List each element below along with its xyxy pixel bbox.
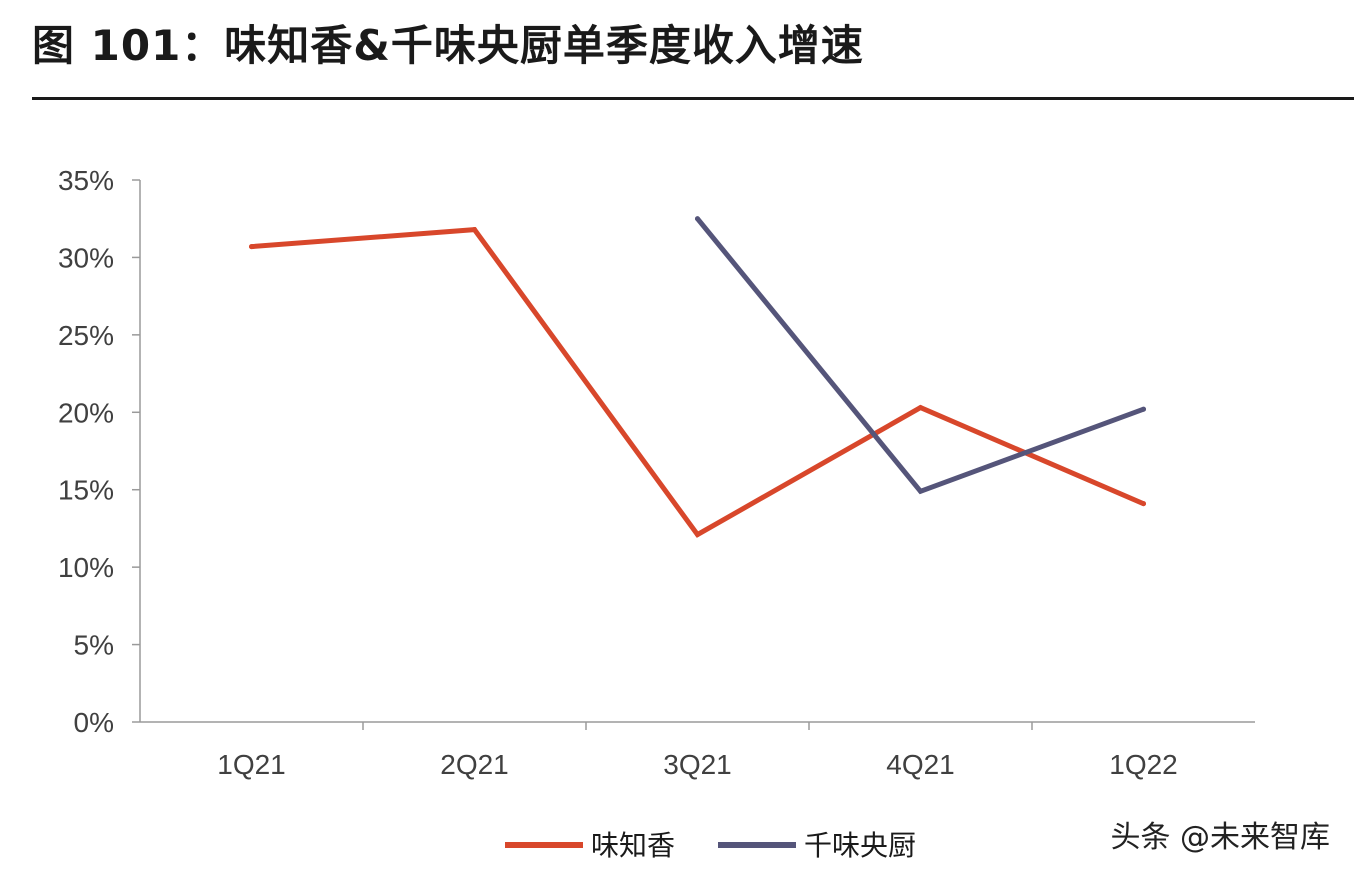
data-point (695, 216, 700, 222)
chart-series (249, 216, 1146, 538)
x-tick-label: 3Q21 (663, 749, 732, 780)
legend-label: 千味央厨 (804, 829, 916, 862)
y-axis-ticks: 0% 5% 10% 15% 20% 25% 30% 35% (58, 165, 140, 738)
series-line-2 (695, 216, 1146, 495)
y-tick-label: 35% (58, 165, 114, 196)
y-tick-label: 20% (58, 397, 114, 428)
y-tick-label: 5% (74, 630, 114, 661)
watermark: 头条 @未来智库 (1110, 820, 1330, 855)
data-point (695, 532, 700, 538)
data-point (1141, 406, 1146, 412)
chart-axes (139, 180, 1255, 723)
y-tick-label: 30% (58, 242, 114, 273)
y-tick-label: 25% (58, 320, 114, 351)
x-tick-label: 1Q22 (1109, 749, 1178, 780)
chart-title: 图 101：味知香&千味央厨单季度收入增速 (32, 21, 864, 70)
data-point (918, 405, 923, 411)
legend-label: 味知香 (591, 829, 675, 862)
x-axis-ticks: 1Q21 2Q21 3Q21 4Q21 1Q22 (217, 722, 1178, 780)
data-point (918, 488, 923, 494)
y-tick-label: 0% (74, 707, 114, 738)
data-point (249, 244, 254, 250)
chart-legend: 味知香 千味央厨 (505, 829, 916, 862)
title-divider (32, 97, 1354, 100)
y-tick-label: 10% (58, 552, 114, 583)
data-point (472, 227, 477, 233)
x-tick-label: 4Q21 (886, 749, 955, 780)
x-tick-label: 1Q21 (217, 749, 286, 780)
y-tick-label: 15% (58, 475, 114, 506)
x-tick-label: 2Q21 (440, 749, 509, 780)
data-point (1141, 501, 1146, 507)
series-line-1 (249, 227, 1146, 538)
